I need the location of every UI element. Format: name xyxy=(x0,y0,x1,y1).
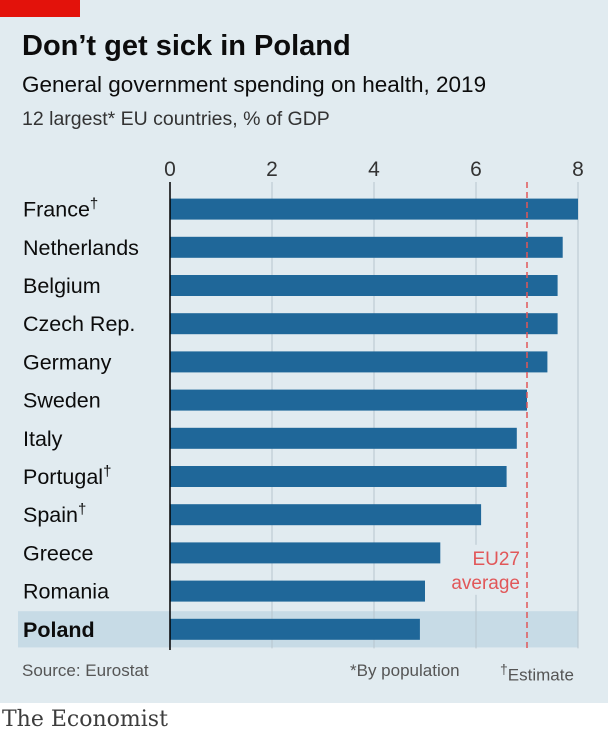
reference-label-background xyxy=(445,544,522,595)
category-label: Italy xyxy=(23,427,63,451)
x-tick-label: 4 xyxy=(368,158,380,181)
category-label: Romania xyxy=(23,580,109,604)
estimate-mark: † xyxy=(90,196,98,213)
bar xyxy=(170,580,425,602)
bar xyxy=(170,351,548,373)
chart-note: 12 largest* EU countries, % of GDP xyxy=(22,108,330,130)
bar xyxy=(170,313,558,335)
category-label: Spain† xyxy=(23,501,86,527)
x-tick-label: 6 xyxy=(470,158,482,181)
bar-chart: 0 2 4 6 8 France† Netherlands Belgium Czech Rep.… xyxy=(18,158,584,650)
estimate-mark: † xyxy=(78,501,86,518)
estimate-mark: † xyxy=(103,463,111,480)
dagger-mark: † xyxy=(500,661,508,677)
category-label: Netherlands xyxy=(23,236,139,260)
category-label: Poland xyxy=(23,618,95,642)
reference-line-label: EU27 xyxy=(472,549,520,570)
category-label: Czech Rep. xyxy=(23,312,135,336)
category-label: Portugal† xyxy=(23,463,111,489)
bar xyxy=(170,542,441,564)
bar xyxy=(170,504,482,526)
category-label: Greece xyxy=(23,541,94,565)
bar xyxy=(170,389,527,411)
reference-line-label: average xyxy=(451,573,520,594)
bar xyxy=(170,236,563,258)
category-label: Belgium xyxy=(23,274,101,298)
economist-logo: The Economist xyxy=(2,707,168,732)
brand-red-tag xyxy=(0,0,80,17)
chart-subtitle: General government spending on health, 2… xyxy=(22,72,487,97)
x-tick-label: 2 xyxy=(266,158,278,181)
estimate-footnote-text: Estimate xyxy=(507,665,574,685)
bar xyxy=(170,466,507,487)
source-note: Source: Eurostat xyxy=(22,661,149,680)
category-label: France† xyxy=(23,196,98,222)
x-tick-label: 8 xyxy=(572,158,584,181)
population-footnote: *By population xyxy=(350,661,460,680)
bar xyxy=(170,275,558,296)
x-tick-label: 0 xyxy=(164,158,176,181)
category-label: Germany xyxy=(23,350,112,374)
chart-title: Don’t get sick in Poland xyxy=(22,30,351,62)
bar xyxy=(170,198,578,220)
category-label: Sweden xyxy=(23,389,101,413)
bar xyxy=(170,618,420,640)
estimate-footnote: †Estimate xyxy=(500,661,574,686)
bar xyxy=(170,427,517,449)
